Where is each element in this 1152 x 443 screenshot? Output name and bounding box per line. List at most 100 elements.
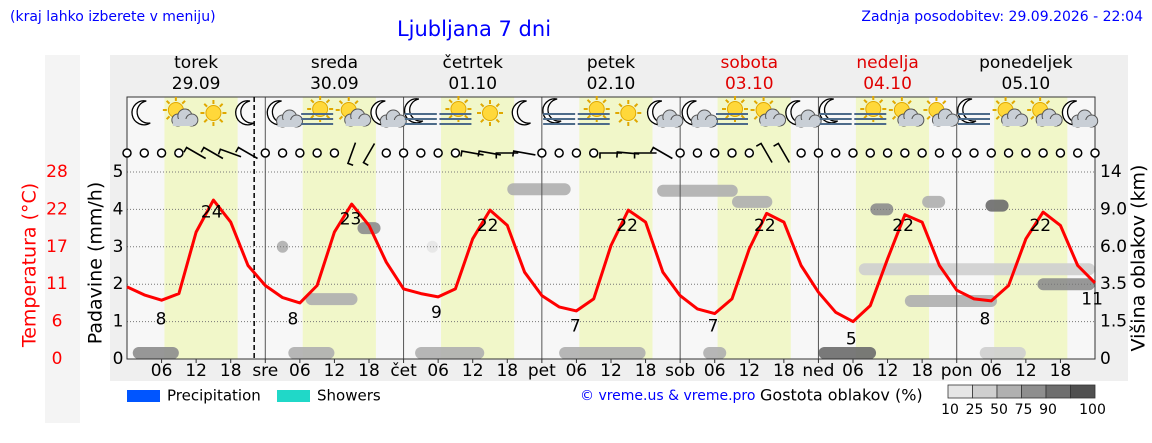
sun-ray [354,100,359,105]
sun-ray [863,114,868,119]
cloud-layer [985,199,1009,212]
weather-icon [477,100,503,126]
wind-barb [649,146,673,160]
wind-barb [477,150,501,157]
wind-calm [260,148,271,158]
sun-ray [203,103,208,108]
legend-label: Precipitation [167,387,261,405]
weather-icon [1061,100,1099,128]
wind-calm [934,148,945,158]
weather-icon [577,96,610,125]
sun-ray [480,103,485,108]
weather-icon [818,98,852,125]
cloud-base [277,120,298,127]
sun-ray [338,100,344,105]
credit: © vreme.us & vreme.pro [580,388,755,404]
x-tick-label: 12 [462,361,484,381]
sun-ray [586,114,592,119]
wind-calm [1072,148,1083,158]
wind-calm [571,148,582,158]
wind-barb [217,148,242,158]
sun-ray [740,99,745,104]
sun-ray [618,118,623,123]
density-label: 100 [1079,402,1106,418]
wind-calm [381,148,392,158]
wind-calm [1055,148,1066,158]
sun-ray [165,100,171,105]
temperature-line [126,198,1097,324]
weather-icon [301,96,334,125]
wind-calm [1090,148,1100,158]
density-swatch [1021,384,1047,399]
cloud-tick-label: 0 [1100,349,1111,369]
wind-calm [1003,148,1014,158]
cloud-base [760,119,781,126]
temp-label: 22 [1029,216,1051,236]
cloud-base [657,120,678,127]
precip-tick-label: 0 [113,349,124,369]
precip-tick-label: 5 [113,162,124,182]
x-tick-label: 12 [185,361,207,381]
cloud-tick-label: 1.5 [1100,312,1127,332]
sun-ray [633,103,639,108]
temp-label: 7 [570,316,581,336]
left-panel [45,55,80,423]
sun-ray [863,99,868,104]
sun [312,101,329,117]
sun-ray [602,99,607,104]
cloud-layer [818,347,877,359]
temp-label: 8 [156,310,167,330]
legend-label: Showers [317,387,381,405]
cloud-layer [507,183,571,196]
moon [957,98,977,124]
cloud-tick-label: 14 [1100,162,1122,182]
x-tick-label: 12 [738,361,760,381]
cloud-base [796,120,817,127]
precip-axis-title: Padavine (mm/h) [85,182,107,345]
cloud-layer [979,347,1026,359]
wind-calm [139,148,150,158]
sun-ray [891,100,897,105]
sun-ray [464,99,469,104]
wind-calm [951,148,962,158]
sun-ray [219,118,224,123]
cloud-base [381,120,402,127]
day-date: 29.09 [172,74,221,94]
cloud-layer [288,347,335,359]
sun-ray [753,100,758,105]
temp-label: 24 [201,203,223,223]
temp-label: 22 [754,216,776,236]
moon [235,100,255,126]
sun-ray [926,115,931,120]
legend-swatch [127,390,160,402]
sun-ray [310,114,315,119]
sun-ray [995,100,1000,105]
wind-calm [398,148,409,158]
moon [818,98,839,124]
sun-ray [325,99,331,104]
cloud-layer [703,347,727,359]
temp-label: 7 [708,316,719,336]
sun [588,101,605,117]
wind-calm [830,148,841,158]
cloud-tick-label: 6.0 [1100,237,1127,257]
x-tick-label: 18 [635,361,657,381]
wind-calm [554,148,564,158]
wind-calm [796,148,806,158]
day-date: 03.10 [725,74,774,94]
weather-icon [131,100,151,126]
wind-calm [156,148,167,158]
density-swatch [972,384,998,399]
wind-calm [433,148,443,158]
x-tick-label: 06 [427,361,449,381]
weather-icon [235,100,255,126]
temp-label: 22 [477,216,499,236]
sun-ray [448,99,453,104]
day-date: 04.10 [863,74,912,94]
weather-icon [923,97,959,127]
x-tick-label: sre [252,361,278,381]
cloud-layer [276,240,289,253]
cloud-layer [559,347,646,359]
sun [450,101,467,117]
sun-ray [219,103,224,108]
